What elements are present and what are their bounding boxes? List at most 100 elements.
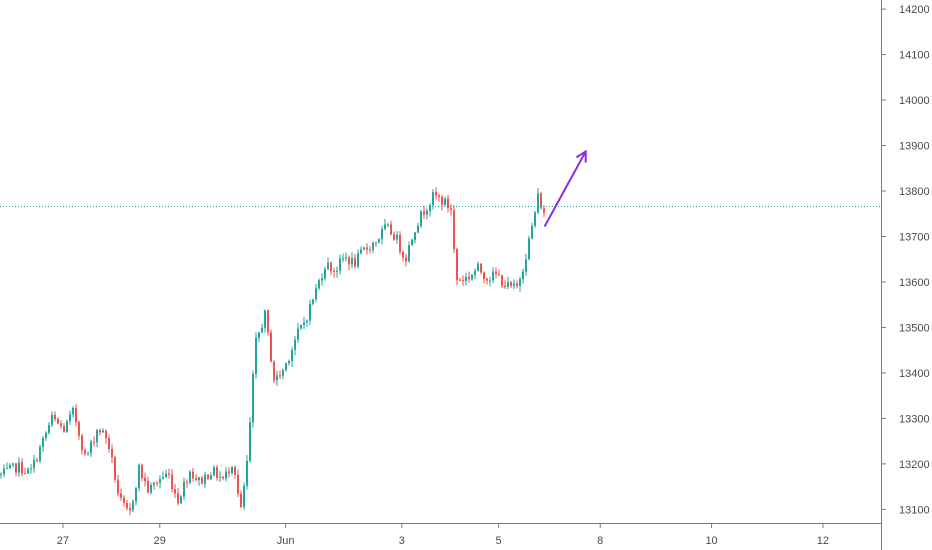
candle-down: [402, 251, 404, 258]
candle-down: [111, 448, 113, 458]
candle-up: [102, 430, 104, 433]
candle-up: [189, 471, 191, 483]
candle-up: [519, 279, 521, 286]
candle-down: [540, 193, 542, 209]
candle-up: [372, 242, 374, 250]
candle-up: [180, 496, 182, 504]
candle-down: [120, 493, 122, 498]
candle-up: [258, 332, 260, 338]
candle-up: [27, 468, 29, 474]
candle-down: [195, 478, 197, 481]
candle-up: [363, 247, 365, 250]
price-tick-label: 14000: [899, 95, 930, 107]
candle-up: [378, 239, 380, 243]
candle-down: [456, 249, 458, 280]
trend-arrow-head[interactable]: [575, 149, 587, 163]
candle-down: [114, 457, 116, 480]
price-tick-label: 14200: [899, 4, 930, 16]
candle-down: [273, 361, 275, 381]
candle-up: [72, 408, 74, 415]
candle-down: [495, 271, 497, 275]
candle-up: [345, 257, 347, 259]
candle-up: [360, 249, 362, 254]
time-tick-label: 5: [496, 535, 502, 547]
candle-up: [327, 262, 329, 270]
candle-up: [285, 363, 287, 370]
time-axis[interactable]: 27 29 Jun 3 5 8 10 12: [57, 523, 829, 547]
candle-up: [12, 463, 14, 465]
candle-down: [441, 197, 443, 205]
price-axis[interactable]: 13100 13200 13300 13400 13500 13600 13700 13800…: [881, 4, 930, 516]
candle-down: [435, 192, 437, 196]
candle-up: [219, 476, 221, 478]
candle-down: [78, 422, 80, 436]
candle-up: [306, 320, 308, 323]
candle-down: [147, 481, 149, 493]
candle-down: [174, 489, 176, 494]
candle-down: [423, 211, 425, 215]
price-tick-label: 13700: [899, 231, 930, 243]
candle-up: [264, 310, 266, 328]
candle-up: [339, 258, 341, 271]
time-tick-label: Jun: [277, 535, 295, 547]
candle-down: [354, 258, 356, 267]
candle-down: [216, 467, 218, 478]
candle-up: [336, 270, 338, 272]
candle-up: [159, 478, 161, 483]
candle-down: [390, 224, 392, 235]
candle-up: [9, 464, 11, 468]
candle-up: [291, 349, 293, 362]
candle-down: [480, 263, 482, 273]
candle-down: [333, 270, 335, 272]
candle-down: [108, 437, 110, 449]
candle-down: [99, 430, 101, 433]
candle-up: [300, 325, 302, 329]
candle-up: [417, 225, 419, 233]
candle-up: [45, 432, 47, 439]
price-tick-label: 13300: [899, 413, 930, 425]
candle-down: [60, 423, 62, 427]
candle-up: [474, 270, 476, 275]
candle-up: [96, 430, 98, 443]
candle-down: [516, 283, 518, 286]
candle-up: [537, 193, 539, 213]
candle-down: [117, 479, 119, 494]
candle-up: [387, 224, 389, 226]
trend-arrow-line[interactable]: [543, 150, 587, 227]
candle-up: [150, 484, 152, 493]
candle-up: [132, 501, 134, 510]
candle-down: [168, 473, 170, 475]
time-tick-label: 3: [399, 535, 405, 547]
candle-up: [198, 477, 200, 481]
candle-up: [69, 414, 71, 422]
candle-down: [228, 471, 230, 474]
candle-down: [75, 408, 77, 423]
candle-down: [483, 272, 485, 279]
candle-down: [267, 310, 269, 333]
candle-down: [234, 466, 236, 475]
candle-down: [399, 234, 401, 252]
candle-down: [126, 502, 128, 509]
candle-up: [375, 242, 377, 244]
candle-up: [42, 438, 44, 447]
price-tick-label: 13600: [899, 277, 930, 289]
candle-up: [342, 258, 344, 260]
candle-up: [315, 288, 317, 300]
candle-up: [408, 244, 410, 262]
candle-up: [261, 327, 263, 333]
candle-up: [255, 337, 257, 374]
candle-down: [543, 208, 545, 213]
candle-up: [135, 487, 137, 502]
candle-up: [489, 280, 491, 282]
candle-up: [297, 328, 299, 340]
candle-up: [210, 475, 212, 480]
time-tick-label: 29: [154, 535, 166, 547]
candle-up: [276, 375, 278, 381]
candle-down: [510, 282, 512, 286]
candle-down: [171, 474, 173, 490]
candle-up: [3, 468, 5, 475]
candle-up: [444, 198, 446, 205]
candle-down: [366, 247, 368, 250]
candle-up: [471, 274, 473, 280]
